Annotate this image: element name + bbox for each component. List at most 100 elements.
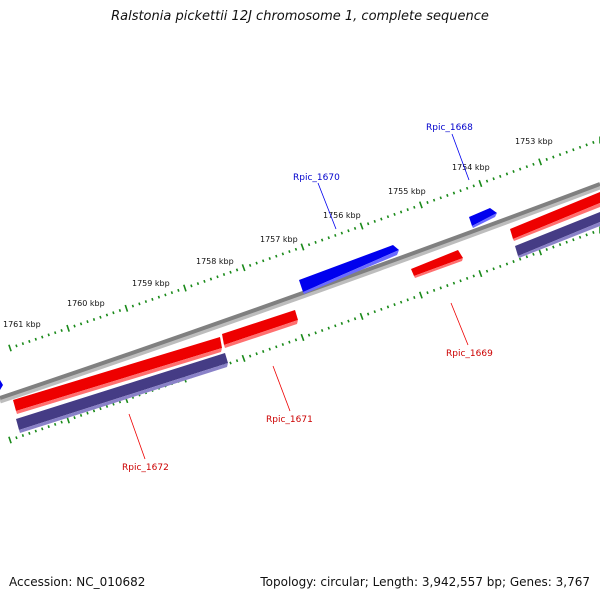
gene-label-rpic-1668[interactable]: Rpic_1668 [426,123,473,133]
inner-track-minor-tick [92,409,96,413]
outer-tick-track [8,136,600,352]
inner-track-minor-tick [552,245,555,249]
outer-track-minor-tick [320,238,324,242]
outer-track-minor-tick [112,311,115,315]
gene-arrow-rpic-1670[interactable] [299,245,399,294]
outer-track-minor-tick [268,257,271,260]
outer-track-minor-tick [73,324,76,328]
inner-track-minor-tick [432,288,436,292]
outer-track-minor-tick [235,268,239,272]
gene-arrow-rpic-1672[interactable] [13,337,222,414]
kbp-label-1753: 1753 kbp [515,137,553,146]
outer-track-minor-tick [151,297,154,301]
gene-arrow-edge-left[interactable] [0,380,3,390]
inner-track-minor-tick [532,252,535,256]
cds-feature-left[interactable] [16,353,228,433]
inner-track-minor-tick [413,296,416,299]
cds-feature-right[interactable] [515,212,600,258]
inner-track-minor-tick [47,425,50,429]
inner-track-minor-tick [86,411,89,415]
backbone [0,182,600,400]
inner-track-minor-tick [334,324,337,328]
outer-track-minor-tick [432,198,436,202]
inner-track-major-tick [241,354,246,362]
inner-track-minor-tick [28,431,31,435]
outer-track-minor-tick [413,205,416,209]
inner-track-minor-tick [34,429,37,433]
inner-track-minor-tick [275,345,278,349]
inner-track-minor-tick [426,291,429,295]
outer-track-minor-tick [131,304,135,308]
outer-track-minor-tick [545,157,548,161]
outer-track-major-tick [538,158,543,166]
outer-track-minor-tick [47,333,50,337]
outer-track-minor-tick [499,174,502,178]
inner-track-minor-tick [112,402,115,406]
inner-track-minor-tick [15,436,18,440]
outer-track-minor-tick [465,186,469,190]
outer-track-minor-tick [485,179,489,183]
outer-track-minor-tick [393,212,396,216]
outer-track-minor-tick [41,335,44,339]
inner-track-minor-tick [585,233,588,237]
outer-track-minor-tick [229,270,232,274]
kbp-label-1754: 1754 kbp [452,163,490,172]
inner-track-minor-tick [105,404,109,408]
backbone-shadow [0,184,600,404]
outer-track-minor-tick [472,184,475,188]
callout-line-rpic-1671 [272,365,291,412]
gene-arrow-rpic-1669[interactable] [411,250,463,278]
inner-track-minor-tick [459,279,462,283]
kbp-label-1755: 1755 kbp [388,187,426,196]
inner-track-minor-tick [452,281,456,285]
gene-label-rpic-1670[interactable]: Rpic_1670 [293,173,340,183]
outer-track-minor-tick [406,208,409,212]
callout-line-rpic-1670 [317,182,337,230]
kbp-label-1758: 1758 kbp [196,257,234,266]
inner-track-minor-tick [41,427,44,431]
outer-track-minor-tick [532,162,535,166]
outer-track-minor-tick [373,219,376,223]
inner-track-major-tick [478,270,483,278]
outer-track-major-tick [8,344,12,352]
outer-track-major-tick [183,284,187,292]
outer-track-minor-tick [592,140,595,144]
gene-arrow-edge-right-red[interactable] [510,192,600,241]
gene-arrow-rpic-1668[interactable] [469,208,497,228]
inner-track-minor-tick [255,352,258,356]
outer-track-major-tick [241,264,246,272]
gene-label-rpic-1671[interactable]: Rpic_1671 [266,415,313,425]
inner-track-minor-tick [268,347,271,351]
outer-track-minor-tick [15,344,18,348]
outer-track-minor-tick [307,243,311,247]
gene-arrow-rpic-1671[interactable] [222,310,298,348]
map-title: Ralstonia pickettii 12J chromosome 1, co… [111,9,489,24]
outer-track-minor-tick [340,231,344,235]
outer-track-minor-tick [366,222,370,226]
gene-label-rpic-1672[interactable]: Rpic_1672 [122,463,169,473]
outer-track-minor-tick [327,236,330,240]
outer-track-minor-tick [558,153,562,157]
outer-track-minor-tick [34,337,37,341]
inner-track-minor-tick [505,262,509,266]
inner-track-minor-tick [439,286,442,290]
inner-track-minor-tick [235,359,239,363]
inner-track-minor-tick [386,305,390,309]
inner-track-minor-tick [380,307,383,311]
inner-track-minor-tick [512,260,515,264]
outer-track-minor-tick [281,252,285,256]
kbp-label-1757: 1757 kbp [260,235,298,244]
outer-track-minor-tick [386,215,390,219]
outer-track-minor-tick [572,148,575,152]
outer-track-minor-tick [209,277,213,281]
outer-track-minor-tick [54,331,57,335]
gene-label-rpic-1669[interactable]: Rpic_1669 [446,349,493,359]
inner-track-minor-tick [53,422,57,426]
inner-track-minor-tick [406,298,409,302]
outer-track-minor-tick [21,342,25,346]
inner-track-minor-tick [314,331,317,335]
outer-track-minor-tick [288,250,291,254]
outer-track-minor-tick [170,291,174,295]
inner-track-minor-tick [373,310,376,314]
